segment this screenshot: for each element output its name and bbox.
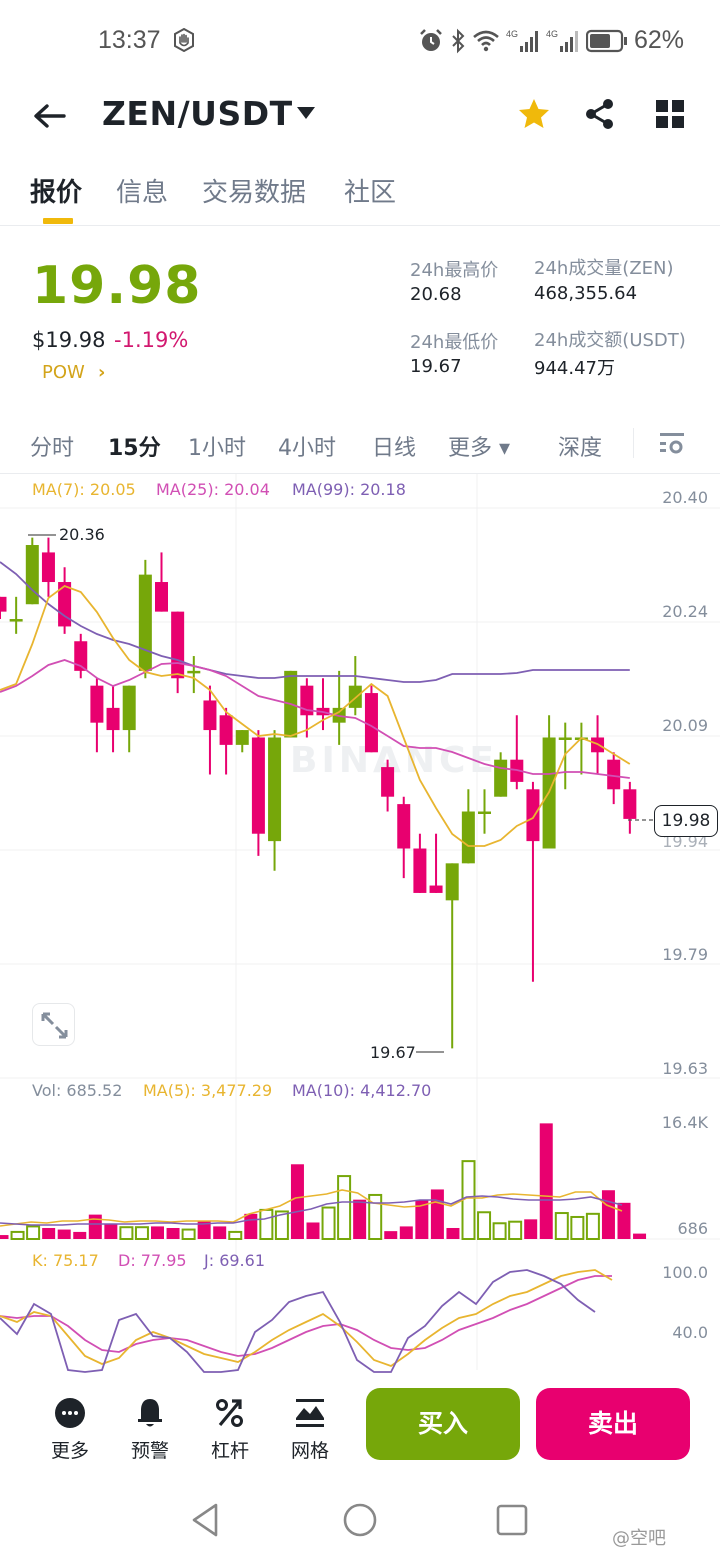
battery-icon: [585, 29, 627, 52]
hand-icon: [174, 28, 194, 52]
tab-active-indicator: [43, 218, 73, 224]
last-price: 19.98: [32, 256, 202, 316]
bell-icon: [138, 1399, 162, 1427]
fullscreen-button[interactable]: [32, 1003, 75, 1046]
nav-back-icon[interactable]: [188, 1502, 224, 1538]
price-axis-label: 19.63: [662, 1059, 708, 1078]
kdj-axis-label: 40.0: [672, 1323, 708, 1342]
volume-base-label: 24h成交量(ZEN): [534, 258, 674, 279]
kdj-j-legend: J: 69.61: [204, 1251, 265, 1270]
percent-leverage-icon: [216, 1399, 243, 1427]
grid-trading-button[interactable]: 网格: [275, 1396, 345, 1463]
nav-home-icon[interactable]: [342, 1502, 378, 1538]
sell-button[interactable]: 卖出: [536, 1388, 690, 1460]
volume-axis-label: 686: [677, 1219, 708, 1238]
alarm-icon: [420, 28, 442, 51]
alert-label: 预警: [130, 1440, 169, 1462]
ma99-legend: MA(99): 20.18: [292, 480, 406, 499]
tab-info[interactable]: 信息: [116, 178, 169, 208]
signal-icon-1: 4G: [506, 29, 538, 52]
bottom-action-bar: 更多 预警 杠杆 网格 买入 卖出: [0, 1380, 720, 1480]
tab-trade-data[interactable]: 交易数据: [202, 178, 307, 208]
tab-quote[interactable]: 报价: [30, 178, 83, 208]
tf-1d[interactable]: 日线: [372, 436, 417, 461]
signal-icon-2: 4G: [546, 29, 578, 52]
main-tabs: 报价 信息 交易数据 社区: [0, 160, 720, 226]
price-change-pct: -1.19%: [114, 328, 189, 352]
chart-settings-icon[interactable]: [658, 430, 686, 458]
alert-button[interactable]: 预警: [115, 1396, 185, 1463]
more-button[interactable]: 更多: [35, 1396, 105, 1463]
bluetooth-icon: [452, 28, 465, 53]
buy-button[interactable]: 买入: [366, 1388, 520, 1460]
system-nav-bar: [0, 1490, 720, 1560]
leverage-label: 杠杆: [210, 1440, 249, 1462]
tag-pow[interactable]: POW: [42, 362, 85, 383]
grid-label: 网格: [290, 1440, 329, 1462]
more-dots-icon: [55, 1398, 85, 1428]
kdj-d-legend: D: 77.95: [118, 1251, 187, 1270]
high-24h-value: 20.68: [410, 284, 462, 305]
price-axis-label: 20.40: [662, 488, 708, 507]
vol-ma10-legend: MA(10): 4,412.70: [292, 1081, 432, 1100]
divider: [633, 428, 634, 458]
volume-quote-label: 24h成交额(USDT): [534, 330, 686, 351]
tf-more-dropdown[interactable]: 更多 ▾: [448, 436, 511, 461]
price-axis-label: 20.24: [662, 602, 708, 621]
header: ZEN/USDT: [0, 80, 720, 152]
price-axis-label: 20.09: [662, 716, 708, 735]
svg-text:4G: 4G: [546, 29, 558, 39]
ma7-legend: MA(7): 20.05: [32, 480, 136, 499]
kdj-k-legend: K: 75.17: [32, 1251, 99, 1270]
last-price-tag: 19.98: [654, 805, 718, 837]
expand-arrows-icon: [41, 1012, 68, 1039]
status-icons: 4G 4G 62%: [418, 26, 684, 55]
status-bar: 13:37 4G 4G: [0, 0, 720, 80]
price-axis-label: 19.79: [662, 945, 708, 964]
watermark: @空吧: [612, 1528, 666, 1549]
back-arrow-icon[interactable]: [30, 98, 70, 134]
ma25-legend: MA(25): 20.04: [156, 480, 270, 499]
volume-quote-value: 944.47万: [534, 358, 615, 379]
volume-axis-label: 16.4K: [661, 1113, 708, 1132]
tf-15m[interactable]: 15分: [108, 436, 161, 461]
grid-trading-icon: [296, 1399, 324, 1427]
more-label: 更多: [50, 1440, 89, 1462]
tf-depth[interactable]: 深度: [558, 436, 603, 461]
usd-price: $19.98: [32, 328, 106, 352]
tf-1h[interactable]: 1小时: [188, 436, 246, 461]
battery-percent: 62%: [633, 26, 684, 54]
tf-timeline[interactable]: 分时: [30, 436, 75, 461]
kline-chart[interactable]: BINANCE: [0, 0, 720, 1380]
volume-base-value: 468,355.64: [534, 283, 638, 304]
caret-down-icon[interactable]: [296, 106, 316, 120]
grid-menu-icon[interactable]: [652, 96, 688, 132]
timeframe-bar: 分时 15分 1小时 4小时 日线 更多 ▾ 深度: [0, 418, 720, 474]
status-time: 13:37: [98, 26, 161, 54]
wifi-icon: [473, 30, 499, 51]
svg-text:4G: 4G: [506, 29, 518, 39]
leverage-button[interactable]: 杠杆: [195, 1396, 265, 1463]
low-24h-label: 24h最低价: [410, 332, 499, 353]
high-marker-label: 20.36: [59, 525, 105, 544]
share-icon[interactable]: [582, 96, 618, 132]
tf-4h[interactable]: 4小时: [278, 436, 336, 461]
low-24h-value: 19.67: [410, 356, 462, 377]
tab-community[interactable]: 社区: [344, 178, 397, 208]
kdj-axis-label: 100.0: [662, 1263, 708, 1282]
vol-ma5-legend: MA(5): 3,477.29: [143, 1081, 273, 1100]
volume-legend: Vol: 685.52: [32, 1081, 123, 1100]
low-marker-label: 19.67: [370, 1043, 416, 1062]
nav-recents-icon[interactable]: [494, 1502, 530, 1538]
pair-title[interactable]: ZEN/USDT: [102, 94, 293, 133]
high-24h-label: 24h最高价: [410, 260, 499, 281]
chevron-right-icon[interactable]: ›: [98, 362, 106, 383]
star-icon[interactable]: [516, 96, 552, 132]
